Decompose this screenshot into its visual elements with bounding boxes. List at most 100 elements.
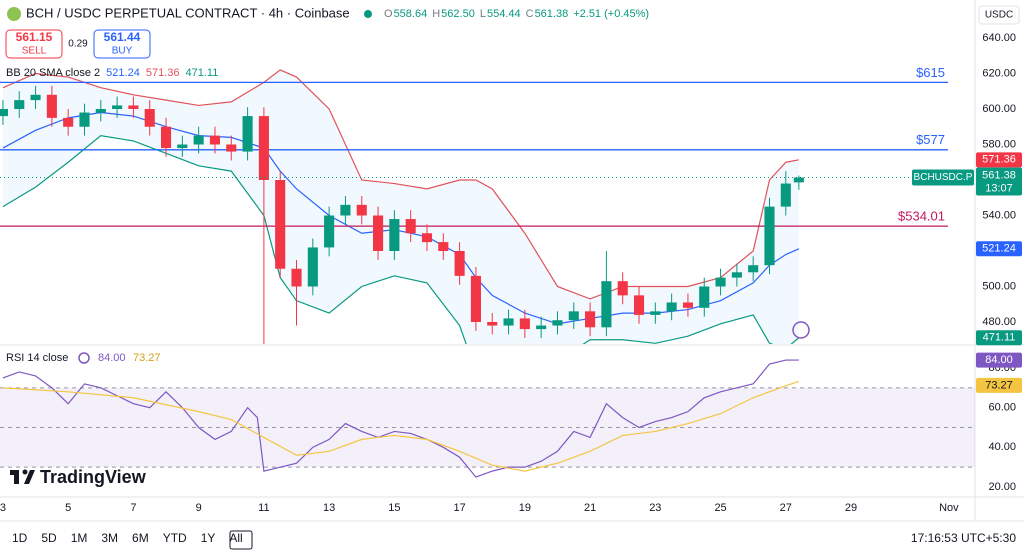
rsi-ma-value: 73.27: [133, 352, 161, 364]
ohlc-value: 554.44: [487, 8, 521, 20]
sell-price: 561.15: [16, 30, 53, 44]
candle-body: [95, 108, 106, 113]
bb-basis-tag-bg: [976, 241, 1022, 257]
x-tick-label: 19: [519, 502, 531, 514]
candle-body: [568, 311, 579, 321]
candle-body: [633, 295, 645, 315]
range-button[interactable]: 1D: [12, 531, 28, 545]
rsi-line: [2, 359, 799, 478]
candle-body: [715, 277, 726, 287]
candle-body: [552, 320, 563, 326]
y-tick-label: 640.00: [982, 32, 1016, 44]
x-tick-label: 21: [584, 502, 596, 514]
candle-body: [666, 302, 677, 312]
symbol-title[interactable]: BCH / USDC PERPETUAL CONTRACT · 4h · Coi…: [26, 5, 350, 20]
buy-button[interactable]: [93, 29, 151, 59]
x-tick-label: 27: [780, 502, 792, 514]
y-tick-label: 580.00: [982, 138, 1016, 150]
ohlc-value: 558.64: [394, 8, 428, 20]
candle-body: [307, 247, 318, 287]
candle-body: [682, 302, 694, 308]
candle-body: [291, 268, 302, 287]
range-button[interactable]: All: [229, 531, 242, 545]
rsi-icon: [78, 352, 90, 364]
overlay: BCH / USDC PERPETUAL CONTRACT · 4h · Coi…: [0, 5, 1022, 550]
x-tick-label: 5: [65, 502, 71, 514]
logo-text: TradingView: [40, 467, 147, 487]
candle-body: [585, 311, 596, 328]
symbol-tag-bg: [912, 169, 974, 186]
range-button[interactable]: 1Y: [201, 531, 216, 545]
candle-body: [487, 321, 498, 326]
x-tick-label: 23: [649, 502, 661, 514]
bb-upper-tag: 571.36: [982, 154, 1016, 166]
x-tick-label: 9: [196, 502, 202, 514]
candle-body: [764, 206, 775, 266]
candle-body: [356, 204, 367, 216]
candle-body: [748, 265, 759, 273]
candle-body: [63, 117, 74, 127]
candle-body: [30, 94, 41, 101]
alert-icon[interactable]: [792, 321, 810, 339]
ohlc-value: 561.38: [535, 8, 569, 20]
candle-body: [438, 242, 449, 251]
sell-button[interactable]: [5, 29, 63, 59]
price-tag: 561.38: [982, 169, 1016, 181]
ohlc-value: 562.50: [441, 8, 475, 20]
ohlc-key: L: [480, 8, 486, 20]
candle-body: [160, 126, 172, 149]
rsi-tick-label: 40.00: [988, 441, 1016, 453]
candle-body: [226, 144, 237, 152]
bb-legend[interactable]: BB 20 SMA close 2: [6, 67, 100, 79]
bb-legend-value: 521.24: [106, 67, 140, 79]
candle-body: [258, 116, 269, 180]
rsi-tag-bg: [976, 352, 1022, 368]
range-button[interactable]: 3M: [101, 531, 118, 545]
candle-body: [389, 219, 400, 251]
candle-body: [275, 179, 286, 269]
x-tick-label: 15: [388, 502, 400, 514]
y-tick-label: 600.00: [982, 103, 1016, 115]
buy-price: 561.44: [104, 30, 141, 44]
candle-body: [242, 116, 253, 152]
candle-body: [699, 286, 710, 308]
candle-body: [209, 135, 221, 145]
candle-body: [731, 272, 742, 278]
date-range-icon[interactable]: [229, 530, 253, 550]
candle-body: [340, 204, 351, 216]
x-tick-label: 11: [258, 502, 269, 514]
bb-upper-tag-bg: [976, 152, 1022, 168]
x-tick-label: 7: [130, 502, 136, 514]
range-button[interactable]: 5D: [41, 531, 57, 545]
candle-body: [421, 233, 433, 243]
rsi-ma-tag: 73.27: [985, 379, 1013, 391]
currency-button[interactable]: [978, 5, 1020, 25]
candle-body: [0, 108, 8, 117]
candle-body: [128, 105, 139, 109]
ohlc-key: H: [432, 8, 440, 20]
rsi-legend[interactable]: RSI 14 close: [6, 352, 68, 364]
candle-body: [46, 94, 57, 118]
countdown: 13:07: [985, 182, 1013, 194]
candle-body: [454, 250, 465, 276]
y-tick-label: 480.00: [982, 316, 1016, 328]
rsi-tag: 84.00: [985, 354, 1013, 366]
y-tick-label: 500.00: [982, 280, 1016, 292]
y-tick-label: 540.00: [982, 209, 1016, 221]
bb-legend-value: 571.36: [146, 67, 180, 79]
logo: [10, 469, 35, 484]
range-button[interactable]: 6M: [132, 531, 149, 545]
rsi-value: 84.00: [98, 352, 126, 364]
bb-basis-tag: 521.24: [982, 243, 1016, 255]
candle-body: [193, 135, 204, 145]
symbol-icon: [7, 7, 21, 21]
level-label: $615: [916, 65, 945, 80]
candle-body: [470, 275, 481, 322]
candle-body: [536, 325, 547, 330]
range-button[interactable]: 1M: [71, 531, 88, 545]
candle-body: [617, 281, 628, 296]
candle-body: [177, 144, 188, 149]
range-button[interactable]: YTD: [163, 531, 187, 545]
